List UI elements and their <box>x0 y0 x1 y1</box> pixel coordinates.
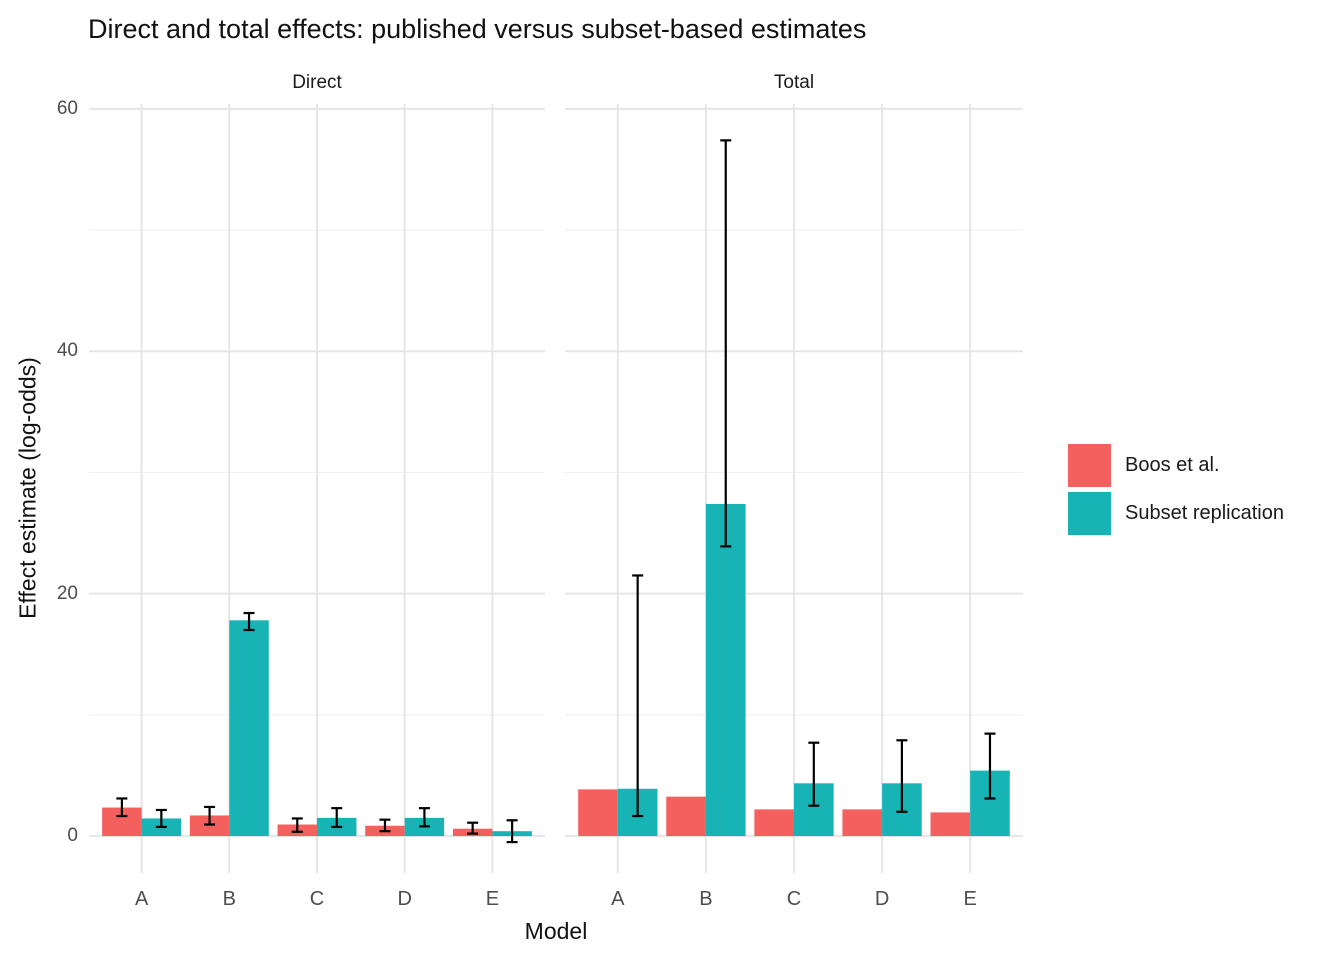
legend-swatch-published <box>1068 444 1111 487</box>
x-tick-label-direct-B: B <box>222 888 236 910</box>
facet-plot-total <box>565 104 1023 873</box>
facet-panel-total <box>565 104 1023 873</box>
legend: Boos et al. Subset replication <box>1068 444 1284 540</box>
x-axis-title: Model <box>524 918 588 944</box>
bar-total-E-published <box>930 812 971 837</box>
page-title: Direct and total effects: published vers… <box>88 14 867 44</box>
x-tick-label-total-B: B <box>699 888 713 910</box>
y-axis-title: Effect estimate (log-odds) <box>14 357 41 619</box>
bar-direct-B-published <box>189 815 230 837</box>
x-tick-label-direct-D: D <box>397 888 412 910</box>
bar-total-C-published <box>754 809 794 837</box>
y-tick-label-0: 0 <box>67 825 78 847</box>
bar-direct-B-subset <box>229 620 269 837</box>
bar-total-B-published <box>666 796 706 837</box>
x-tick-label-direct-A: A <box>134 888 149 910</box>
bar-total-A-published <box>578 789 618 837</box>
legend-item-subset: Subset replication <box>1068 492 1284 535</box>
y-tick-label-60: 60 <box>56 97 78 119</box>
facet-strip-total: Total <box>773 72 815 93</box>
facet-panel-direct <box>89 104 545 873</box>
x-tick-label-total-C: C <box>786 888 802 910</box>
y-tick-label-40: 40 <box>56 340 78 362</box>
x-tick-label-direct-C: C <box>309 888 325 910</box>
legend-swatch-subset <box>1068 492 1111 535</box>
facet-strip-direct: Direct <box>292 72 342 93</box>
legend-label-published: Boos et al. <box>1125 454 1220 476</box>
x-tick-label-direct-E: E <box>485 888 500 910</box>
bar-total-B-subset <box>705 503 746 837</box>
legend-label-subset: Subset replication <box>1125 502 1284 524</box>
x-tick-label-total-D: D <box>874 888 890 910</box>
y-tick-label-20: 20 <box>56 582 78 604</box>
legend-item-published: Boos et al. <box>1068 444 1284 487</box>
facet-plot-direct <box>89 104 545 873</box>
bar-total-D-published <box>842 809 883 837</box>
x-tick-label-total-E: E <box>963 888 977 910</box>
x-tick-label-total-A: A <box>611 888 625 910</box>
